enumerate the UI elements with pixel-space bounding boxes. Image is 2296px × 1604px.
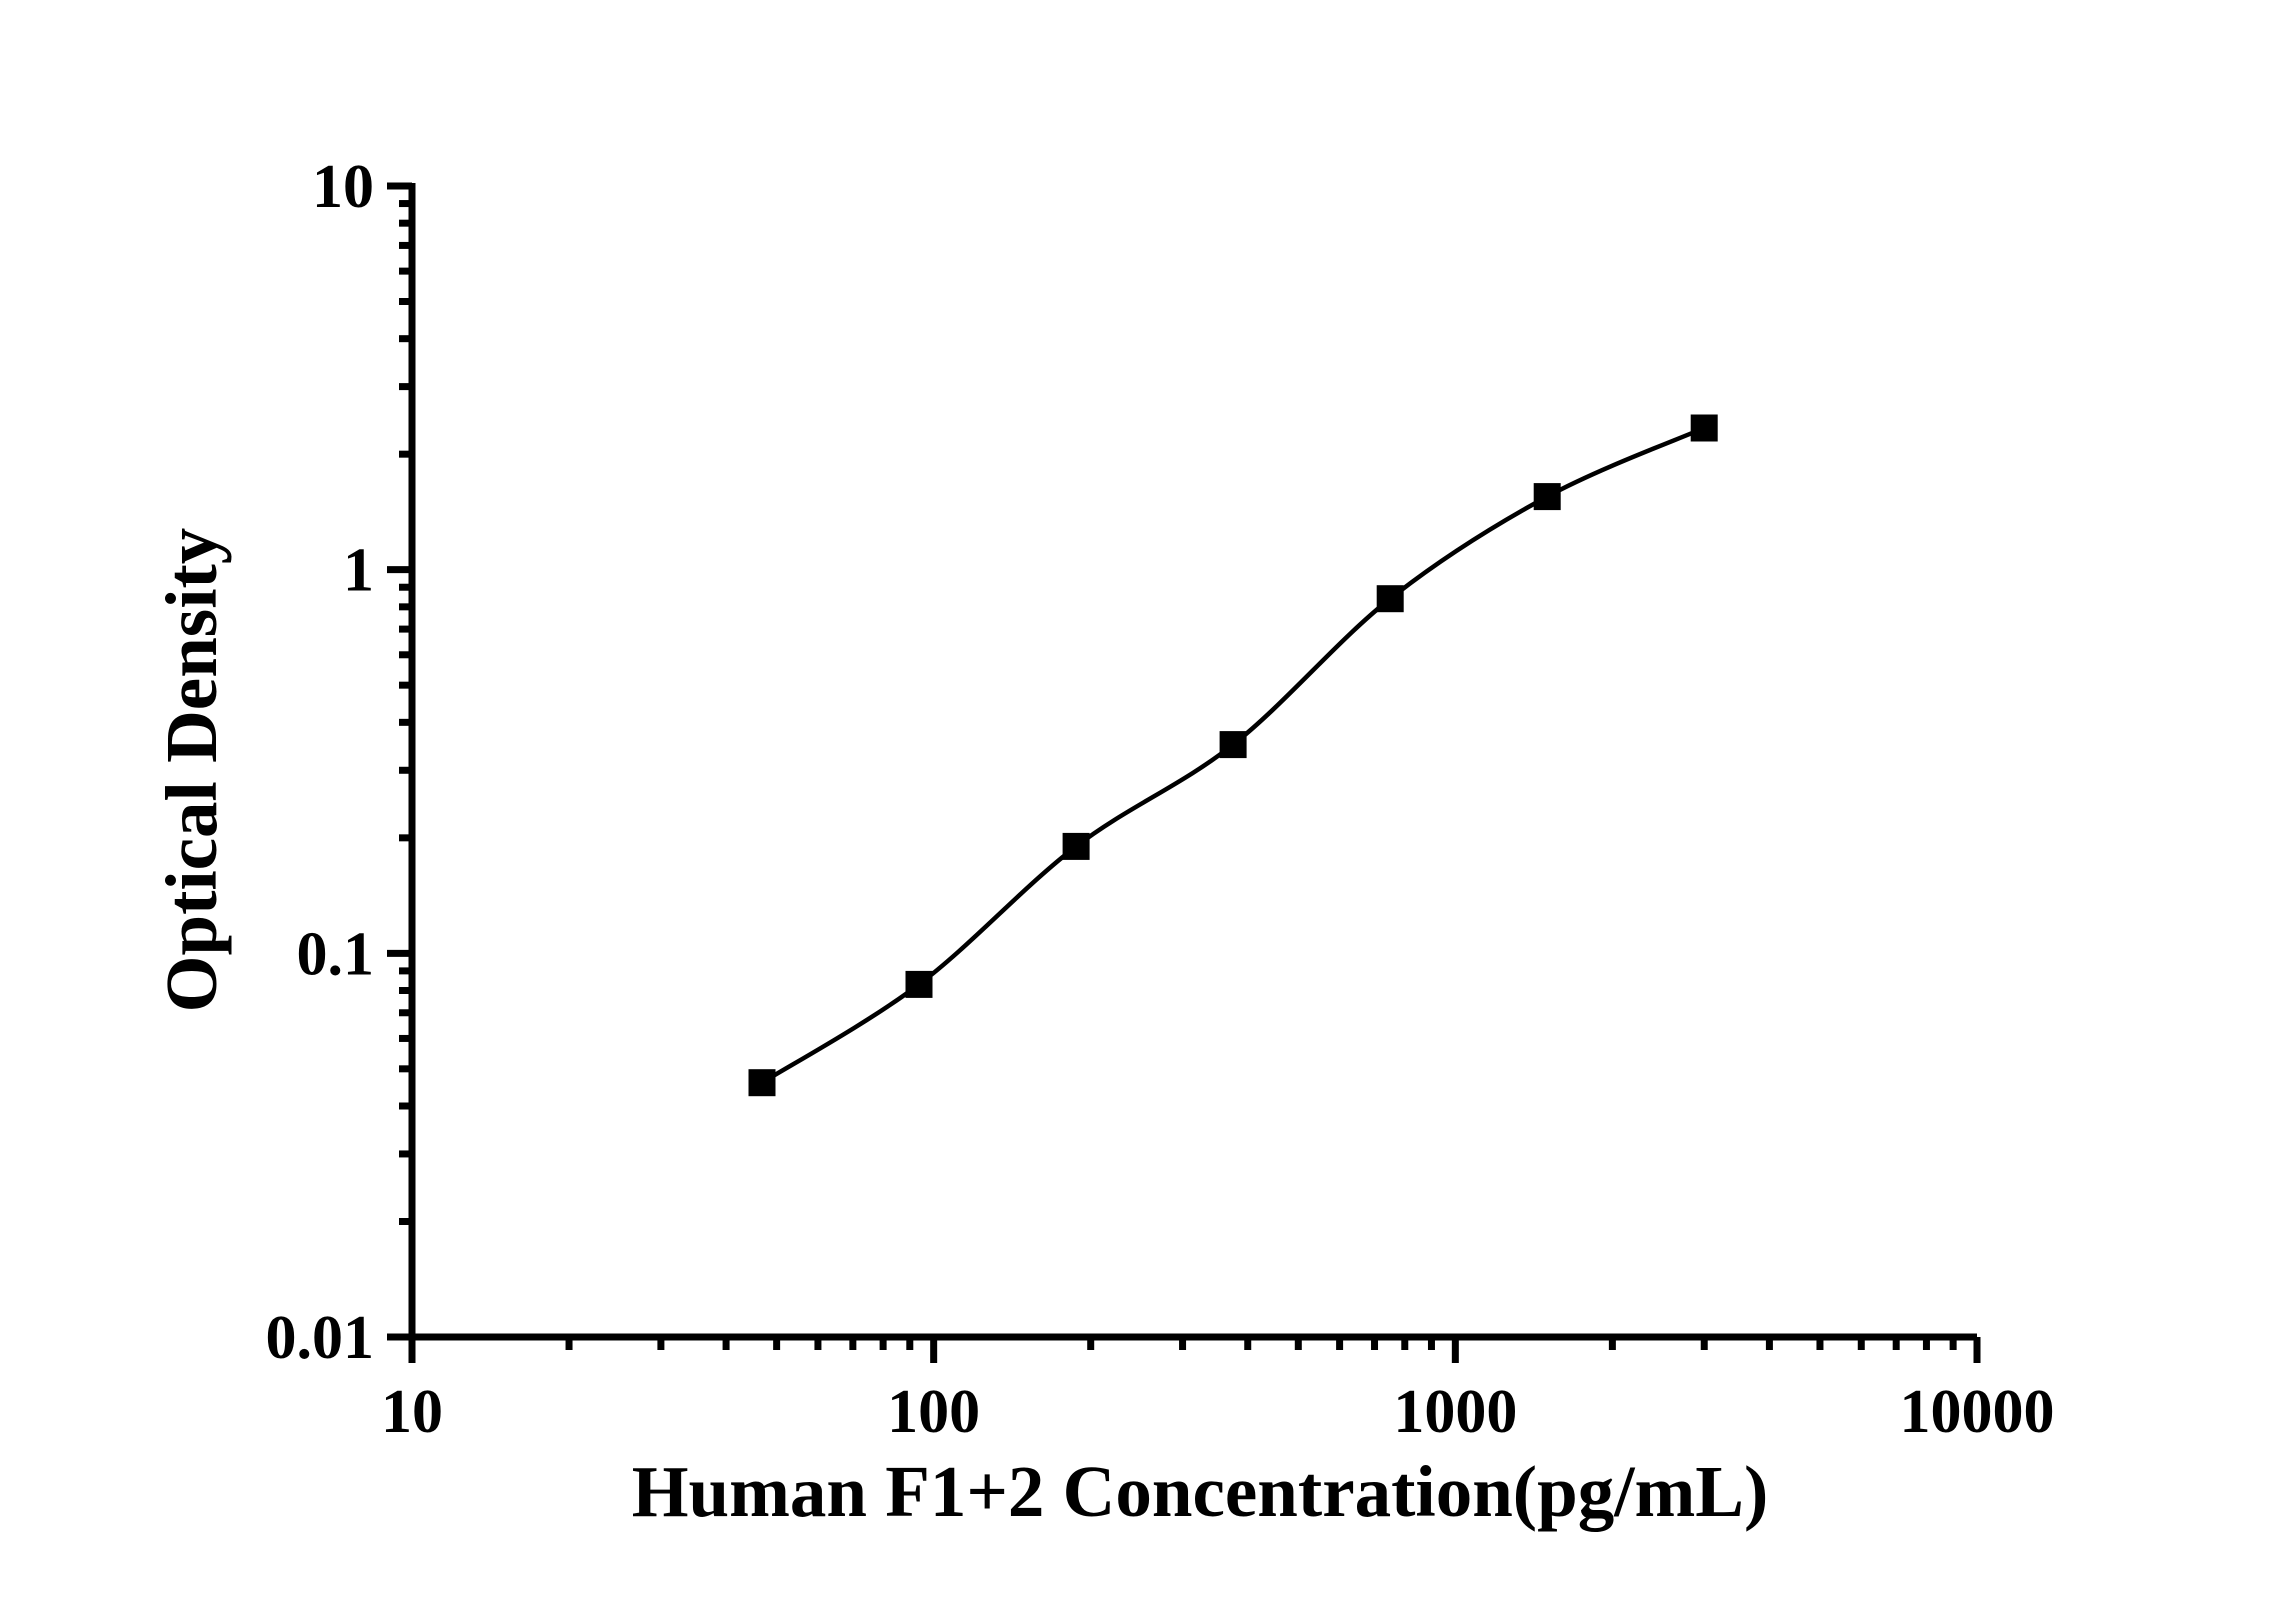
x-axis-ticks	[408, 1337, 1981, 1363]
y-tick-label: 10	[312, 153, 374, 221]
x-tick-label: 100	[887, 1378, 980, 1446]
data-point-marker	[1533, 483, 1561, 511]
y-axis-tick-labels: 0.01 0.1 1 10	[266, 153, 375, 1372]
y-axis-title: Optical Density	[151, 527, 232, 1013]
data-point-marker	[748, 1069, 776, 1097]
y-tick-label: 0.1	[297, 920, 375, 988]
y-tick-label: 0.01	[266, 1304, 375, 1372]
axes-lines	[408, 183, 1977, 1341]
y-axis-ticks	[387, 182, 412, 1341]
data-point-marker	[1690, 414, 1718, 442]
data-point-marker	[905, 970, 933, 998]
y-tick-label: 1	[343, 537, 374, 605]
data-point-marker	[1062, 832, 1090, 860]
x-axis-tick-labels: 10 100 1000 10000	[381, 1378, 2055, 1446]
data-point-marker	[1376, 585, 1404, 613]
x-tick-label: 10	[381, 1378, 443, 1446]
x-tick-label: 10000	[1900, 1378, 2055, 1446]
data-point-marker	[1219, 731, 1247, 759]
x-axis-title: Human F1+2 Concentration(pg/mL)	[631, 1451, 1769, 1532]
x-tick-label: 1000	[1393, 1378, 1517, 1446]
data-series	[748, 414, 1718, 1097]
